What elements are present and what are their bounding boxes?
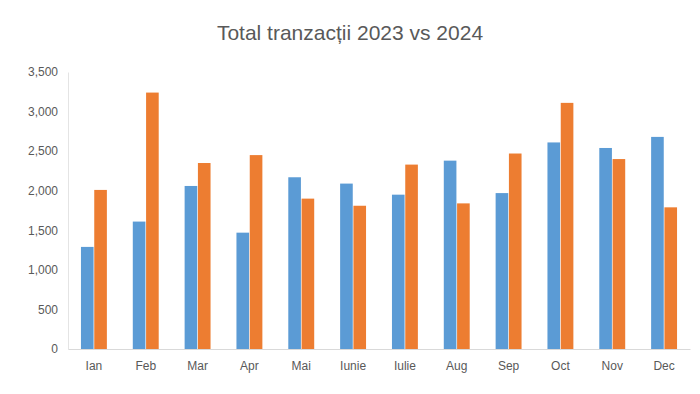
y-tick: 3,000 (28, 105, 68, 119)
bar (405, 165, 418, 349)
x-tick: Aug (446, 349, 467, 373)
bar (613, 159, 626, 349)
x-tick-label: Dec (653, 359, 674, 373)
bar (547, 142, 560, 349)
bar (651, 137, 664, 349)
x-tick: Iunie (340, 349, 366, 373)
y-tick-label: 3,500 (28, 65, 58, 79)
x-tick: Dec (653, 349, 674, 373)
bar (392, 195, 405, 349)
x-axis-line (69, 349, 691, 350)
y-tick-label: 1,000 (28, 263, 58, 277)
y-tick: 2,000 (28, 184, 68, 198)
bar (599, 148, 612, 349)
bar (444, 161, 457, 349)
bar (250, 155, 263, 349)
bar (236, 233, 249, 349)
x-tick-label: Aug (446, 359, 467, 373)
y-tick: 500 (38, 303, 68, 317)
x-tick: Mar (187, 349, 208, 373)
x-tick-label: Apr (240, 359, 259, 373)
y-tick: 2,500 (28, 144, 68, 158)
y-tick-label: 0 (51, 342, 58, 356)
chart-container: Total tranzacții 2023 vs 2024 0 500 1,000 1,… (0, 0, 700, 394)
x-tick-label: Feb (135, 359, 156, 373)
bar (457, 203, 470, 349)
plot: 0 500 1,000 1,500 2,000 2,500 3,000 3,500 Ian Feb… (28, 65, 691, 372)
y-tick: 0 (51, 342, 68, 356)
bar (81, 247, 94, 349)
x-tick-label: Iulie (394, 359, 416, 373)
x-tick-label: Oct (551, 359, 570, 373)
x-tick: Apr (240, 349, 259, 373)
bar (340, 184, 353, 349)
bar-series (94, 93, 677, 349)
x-tick: Ian (86, 349, 103, 373)
bar (353, 206, 366, 349)
x-tick: Feb (135, 349, 156, 373)
bars (81, 93, 677, 349)
y-tick-label: 2,500 (28, 144, 58, 158)
bar (185, 186, 198, 349)
y-tick: 3,500 (28, 65, 68, 79)
y-tick-label: 500 (38, 303, 58, 317)
x-tick: Oct (551, 349, 570, 373)
x-tick-label: Ian (86, 359, 103, 373)
x-axis: Ian Feb Mar Apr Mai Iunie Iulie Aug Sep Oct Nov Dec (69, 349, 691, 373)
chart-svg: Total tranzacții 2023 vs 2024 0 500 1,000 1,… (0, 0, 700, 394)
y-axis: 0 500 1,000 1,500 2,000 2,500 3,000 3,500 (28, 65, 69, 356)
y-tick-label: 1,500 (28, 224, 58, 238)
chart-title: Total tranzacții 2023 vs 2024 (217, 21, 483, 44)
bar-series (81, 137, 664, 349)
y-tick: 1,000 (28, 263, 68, 277)
y-tick-label: 2,000 (28, 184, 58, 198)
bar (561, 103, 574, 349)
x-tick: Nov (602, 349, 623, 373)
y-axis-line (68, 73, 69, 350)
bar (94, 190, 107, 349)
x-tick: Mai (292, 349, 311, 373)
x-tick-label: Mai (292, 359, 311, 373)
x-tick-label: Nov (602, 359, 623, 373)
bar (133, 222, 146, 349)
y-tick: 1,500 (28, 224, 68, 238)
x-tick: Iulie (394, 349, 416, 373)
x-tick: Sep (498, 349, 520, 373)
bar (198, 163, 211, 349)
bar (496, 193, 509, 349)
bar (288, 177, 301, 349)
bar (302, 199, 315, 349)
x-tick-label: Sep (498, 359, 520, 373)
bar (664, 207, 677, 349)
x-tick-label: Iunie (340, 359, 366, 373)
bar (146, 93, 159, 349)
bar (509, 154, 522, 349)
x-tick-label: Mar (187, 359, 208, 373)
y-tick-label: 3,000 (28, 105, 58, 119)
